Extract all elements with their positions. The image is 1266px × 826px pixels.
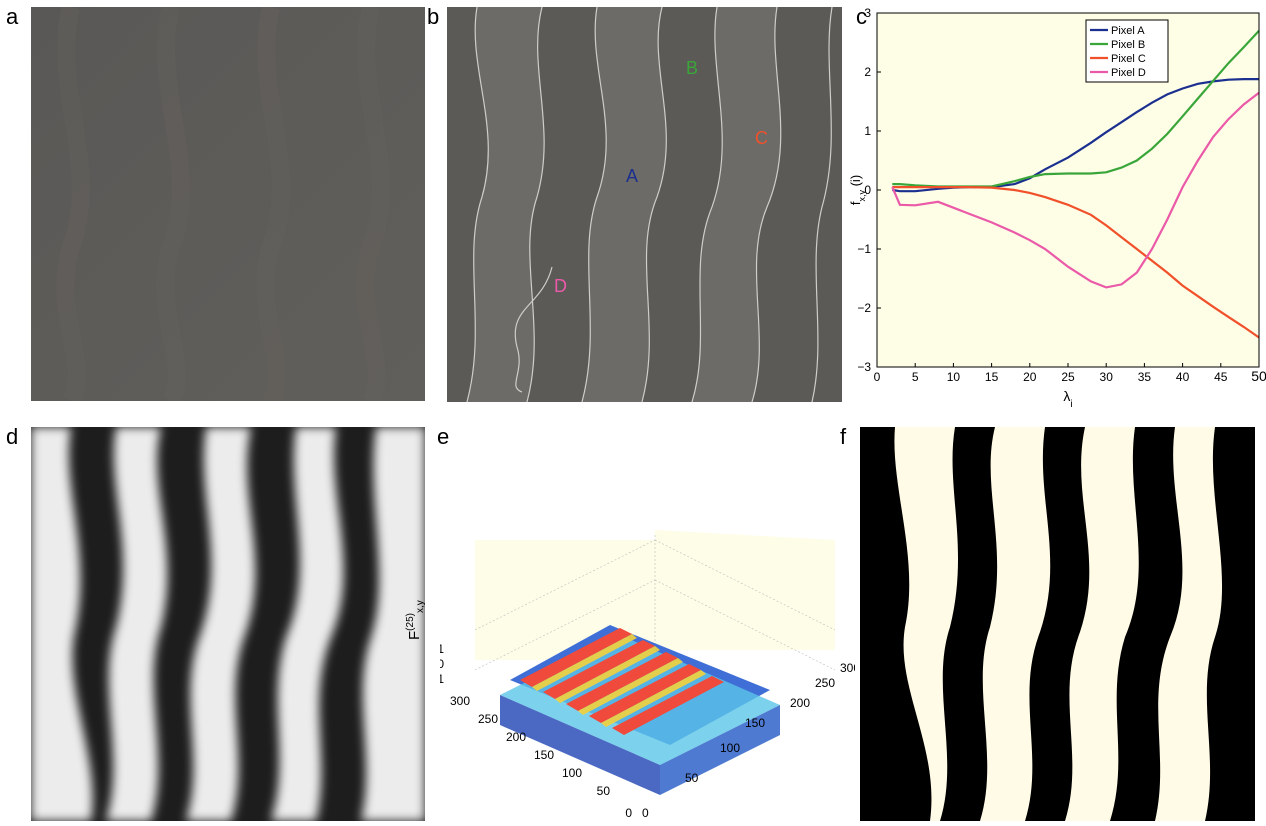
- panel-label-d: d: [6, 424, 19, 449]
- x-tick-50: 50: [597, 784, 611, 798]
- x-tick-label: 5: [912, 370, 919, 384]
- x-tick-label: 50: [1251, 368, 1266, 384]
- x-axis-label-sub: i: [1070, 399, 1072, 410]
- y-axis-label-main: f: [850, 201, 863, 205]
- x-tick-250: 250: [478, 712, 498, 726]
- z-label-main: F: [406, 630, 423, 640]
- x-tick-label: 45: [1214, 370, 1228, 384]
- panel-a-image: [31, 7, 425, 401]
- y-tick-50: 50: [685, 771, 699, 785]
- x-tick-label: 0: [874, 370, 881, 384]
- x-tick-label: 20: [1023, 370, 1037, 384]
- x-tick-label: 15: [985, 370, 999, 384]
- y-tick-200: 200: [790, 696, 810, 710]
- plot-background: [877, 13, 1259, 367]
- panel-label-f: f: [840, 424, 847, 449]
- plot-frame: [876, 12, 1260, 368]
- z-tick-0: 0: [440, 657, 444, 671]
- y-tick-label: −3: [857, 360, 871, 374]
- z-label-sub: x,y: [415, 600, 426, 614]
- y-tick-label: 0: [864, 183, 871, 197]
- x-tick-0: 0: [625, 806, 632, 820]
- x-tick-label: 35: [1138, 370, 1152, 384]
- legend-label: Pixel A: [1111, 25, 1145, 37]
- panel-d-image: [31, 427, 425, 821]
- y-tick-label: −2: [857, 301, 871, 315]
- y-tick-0: 0: [642, 806, 649, 820]
- x-tick-300: 300: [450, 694, 470, 708]
- y-tick-label: 1: [864, 124, 871, 138]
- legend: Pixel A Pixel B Pixel C Pixel D: [1085, 19, 1169, 83]
- panel-label-b: b: [427, 4, 440, 29]
- y-tick-label: 3: [864, 6, 871, 20]
- marker-a: A: [626, 166, 639, 186]
- x-tick-label: 25: [1061, 370, 1075, 384]
- panel-label-a: a: [6, 4, 19, 29]
- x-tick-200: 200: [506, 730, 526, 744]
- marker-d: D: [554, 276, 567, 296]
- x-tick-150: 150: [534, 748, 554, 762]
- y-tick-300: 300: [840, 661, 855, 675]
- x-tick-100: 100: [562, 766, 582, 780]
- y-axis-label-sub: x,y: [857, 190, 867, 202]
- panel-label-e: e: [437, 424, 450, 449]
- legend-label: Pixel C: [1111, 53, 1146, 65]
- y-tick-label: 2: [864, 65, 871, 79]
- panel-label-c: c: [856, 4, 867, 29]
- legend-label: Pixel B: [1111, 39, 1145, 51]
- marker-c: C: [755, 128, 768, 148]
- y-tick-150: 150: [745, 716, 765, 730]
- panel-e-z-label: F(25)x,y: [405, 600, 426, 640]
- series-line-3: [892, 186, 1260, 339]
- x-tick-label: 40: [1176, 370, 1190, 384]
- legend-label: Pixel D: [1111, 67, 1146, 79]
- x-tick-label: 30: [1100, 370, 1114, 384]
- y-axis-label-tail: (i): [850, 175, 863, 190]
- x-axis-label-main: λ: [1063, 388, 1070, 404]
- x-tick-label: 10: [947, 370, 961, 384]
- marker-b: B: [686, 58, 699, 78]
- y-tick-250: 250: [815, 676, 835, 690]
- z-label-sup: (25): [405, 613, 416, 631]
- z-tick-1: 1: [440, 642, 444, 656]
- panel-e-surface: 1 0 −1 300 250 200 150 100 50 0 300 250 …: [440, 530, 855, 820]
- z-tick-neg1: −1: [440, 672, 444, 686]
- panel-f-image: [860, 427, 1255, 821]
- x-axis-label: λi: [1063, 388, 1072, 410]
- y-tick-label: −1: [857, 242, 871, 256]
- series-line-4: [891, 91, 1260, 289]
- panel-b-image: [447, 7, 842, 402]
- y-tick-100: 100: [720, 741, 740, 755]
- y-axis-label: fx,y (i): [850, 175, 867, 205]
